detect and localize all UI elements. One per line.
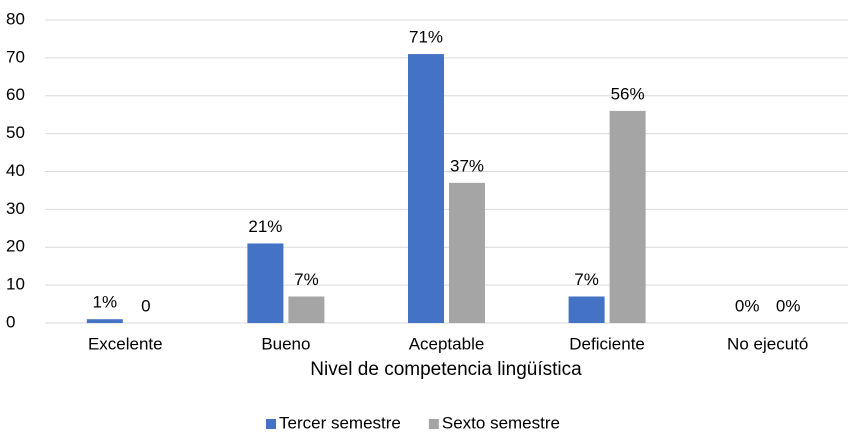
x-tick-label: No ejecutó (727, 334, 808, 353)
y-tick-label: 20 (6, 237, 25, 256)
y-tick-label: 40 (6, 161, 25, 180)
bar (247, 243, 284, 323)
value-label: 0% (735, 296, 760, 315)
bar (288, 296, 325, 323)
legend-label: Sexto semestre (442, 413, 560, 432)
bar (568, 296, 605, 323)
value-label: 37% (450, 156, 484, 175)
x-tick-label: Bueno (261, 334, 310, 353)
value-label: 7% (574, 270, 599, 289)
x-axis-title: Nivel de competencia lingüística (310, 359, 582, 380)
y-tick-label: 50 (6, 123, 25, 142)
y-tick-label: 60 (6, 85, 25, 104)
value-label: 71% (409, 28, 443, 47)
bar (408, 54, 444, 324)
y-tick-label: 0 (6, 312, 15, 331)
y-tick-label: 70 (6, 47, 25, 66)
x-tick-label: Aceptable (409, 334, 485, 353)
legend-swatch (266, 419, 276, 429)
bar (449, 182, 485, 323)
value-label: 21% (248, 217, 282, 236)
value-label: 0% (776, 296, 801, 315)
bar (609, 110, 646, 324)
y-tick-label: 80 (6, 9, 25, 28)
value-label: 56% (611, 84, 645, 103)
legend-label: Tercer semestre (279, 413, 401, 432)
bar (86, 319, 123, 323)
y-tick-label: 10 (6, 275, 25, 294)
value-label: 7% (294, 270, 319, 289)
y-tick-label: 30 (6, 199, 25, 218)
x-tick-label: Deficiente (569, 334, 645, 353)
legend-swatch (428, 419, 439, 429)
value-label: 0 (141, 296, 150, 315)
x-tick-label: Excelente (88, 334, 163, 353)
value-label: 1% (93, 293, 118, 312)
